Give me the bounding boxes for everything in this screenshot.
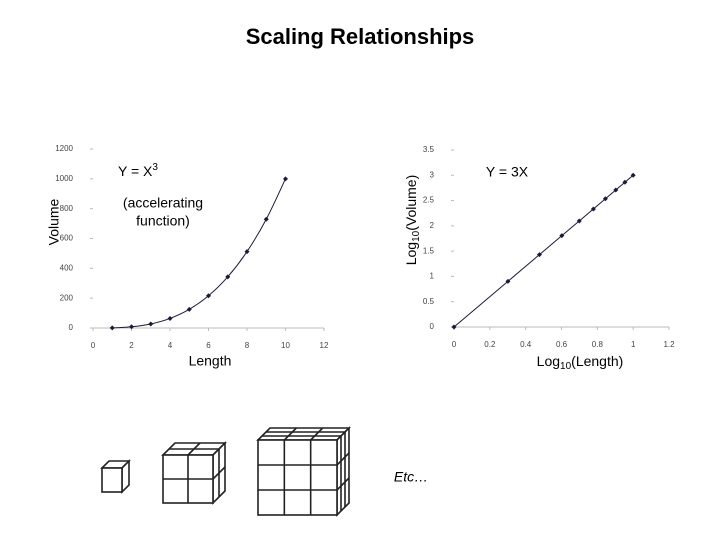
x-tick-label: 0.2 bbox=[484, 340, 496, 349]
annotation-note: function) bbox=[136, 213, 190, 229]
point bbox=[167, 315, 173, 321]
text-part: 3 bbox=[152, 162, 158, 173]
text-part: Log bbox=[537, 353, 560, 369]
point bbox=[451, 324, 457, 330]
y-tick-label: 3 bbox=[430, 170, 435, 179]
text-part: Y = X bbox=[118, 163, 153, 179]
point bbox=[505, 278, 511, 284]
point bbox=[536, 252, 542, 258]
series-line bbox=[112, 178, 286, 329]
point bbox=[129, 324, 134, 330]
point bbox=[630, 172, 636, 178]
series-line bbox=[453, 174, 634, 328]
x-tick-label: 0.8 bbox=[592, 340, 604, 349]
etc-label: Etc… bbox=[394, 469, 428, 485]
point bbox=[186, 306, 192, 312]
y-tick-label: 2 bbox=[430, 221, 435, 230]
point bbox=[148, 321, 154, 327]
annotation-note: (accelerating bbox=[123, 195, 203, 211]
y-tick-label: 1.5 bbox=[423, 246, 435, 255]
cubes bbox=[100, 426, 351, 517]
x-tick-label: 6 bbox=[206, 341, 211, 350]
point bbox=[576, 218, 582, 224]
x-tick-label: 2 bbox=[129, 341, 134, 350]
text-part: 10 bbox=[560, 361, 572, 372]
x-tick-label: 0 bbox=[452, 340, 457, 349]
y-axis-label: Log10(Volume) bbox=[403, 175, 422, 266]
cube-grid bbox=[336, 477, 350, 491]
text-part: (Length) bbox=[571, 353, 623, 369]
y-tick-label: 0.5 bbox=[423, 297, 435, 306]
y-tick-label: 400 bbox=[60, 263, 74, 272]
y-tick-label: 3.5 bbox=[423, 145, 435, 154]
point bbox=[559, 233, 565, 239]
cube-grid bbox=[336, 452, 350, 466]
x-axis-label: Length bbox=[189, 353, 232, 369]
point bbox=[622, 179, 628, 185]
cube-grid bbox=[310, 427, 324, 441]
x-tick-label: 1.2 bbox=[663, 340, 675, 349]
x-axis-label: Log10(Length) bbox=[537, 353, 624, 372]
text-part: 10 bbox=[411, 230, 422, 242]
x-tick-label: 10 bbox=[281, 341, 290, 350]
cube-front bbox=[101, 467, 123, 493]
cube-top bbox=[256, 427, 351, 441]
annotation: Y = 3X bbox=[486, 164, 529, 180]
y-tick-label: 0 bbox=[430, 322, 435, 331]
cube-side bbox=[336, 426, 350, 517]
cube-grid bbox=[283, 427, 297, 441]
x-tick-label: 0.6 bbox=[556, 340, 568, 349]
cube-front bbox=[257, 439, 338, 516]
slide-title: Scaling Relationships bbox=[246, 24, 475, 49]
y-tick-label: 1200 bbox=[55, 144, 73, 153]
point bbox=[283, 176, 288, 182]
y-tick-label: 600 bbox=[60, 234, 74, 243]
point bbox=[225, 274, 231, 280]
y-tick-label: 800 bbox=[60, 204, 74, 213]
text-part: (Volume) bbox=[403, 175, 419, 231]
point bbox=[206, 293, 211, 299]
y-tick-label: 1000 bbox=[55, 174, 73, 183]
point bbox=[244, 249, 250, 255]
x-tick-label: 0 bbox=[91, 341, 96, 350]
y-tick-label: 0 bbox=[69, 323, 74, 332]
x-tick-label: 1 bbox=[631, 340, 636, 349]
point bbox=[602, 196, 608, 202]
y-axis-label: Volume bbox=[46, 198, 62, 245]
y-tick-label: 2.5 bbox=[423, 196, 435, 205]
point bbox=[109, 325, 115, 331]
annotation: Y = X3 bbox=[118, 162, 158, 179]
y-tick-label: 200 bbox=[60, 293, 74, 302]
x-tick-label: 8 bbox=[245, 341, 250, 350]
point bbox=[263, 216, 269, 222]
x-tick-label: 4 bbox=[168, 341, 173, 350]
text-part: Log bbox=[403, 242, 419, 265]
x-tick-label: 12 bbox=[320, 341, 329, 350]
point bbox=[613, 187, 619, 193]
point bbox=[590, 206, 596, 212]
y-tick-label: 1 bbox=[430, 272, 435, 281]
x-tick-label: 0.4 bbox=[520, 340, 532, 349]
